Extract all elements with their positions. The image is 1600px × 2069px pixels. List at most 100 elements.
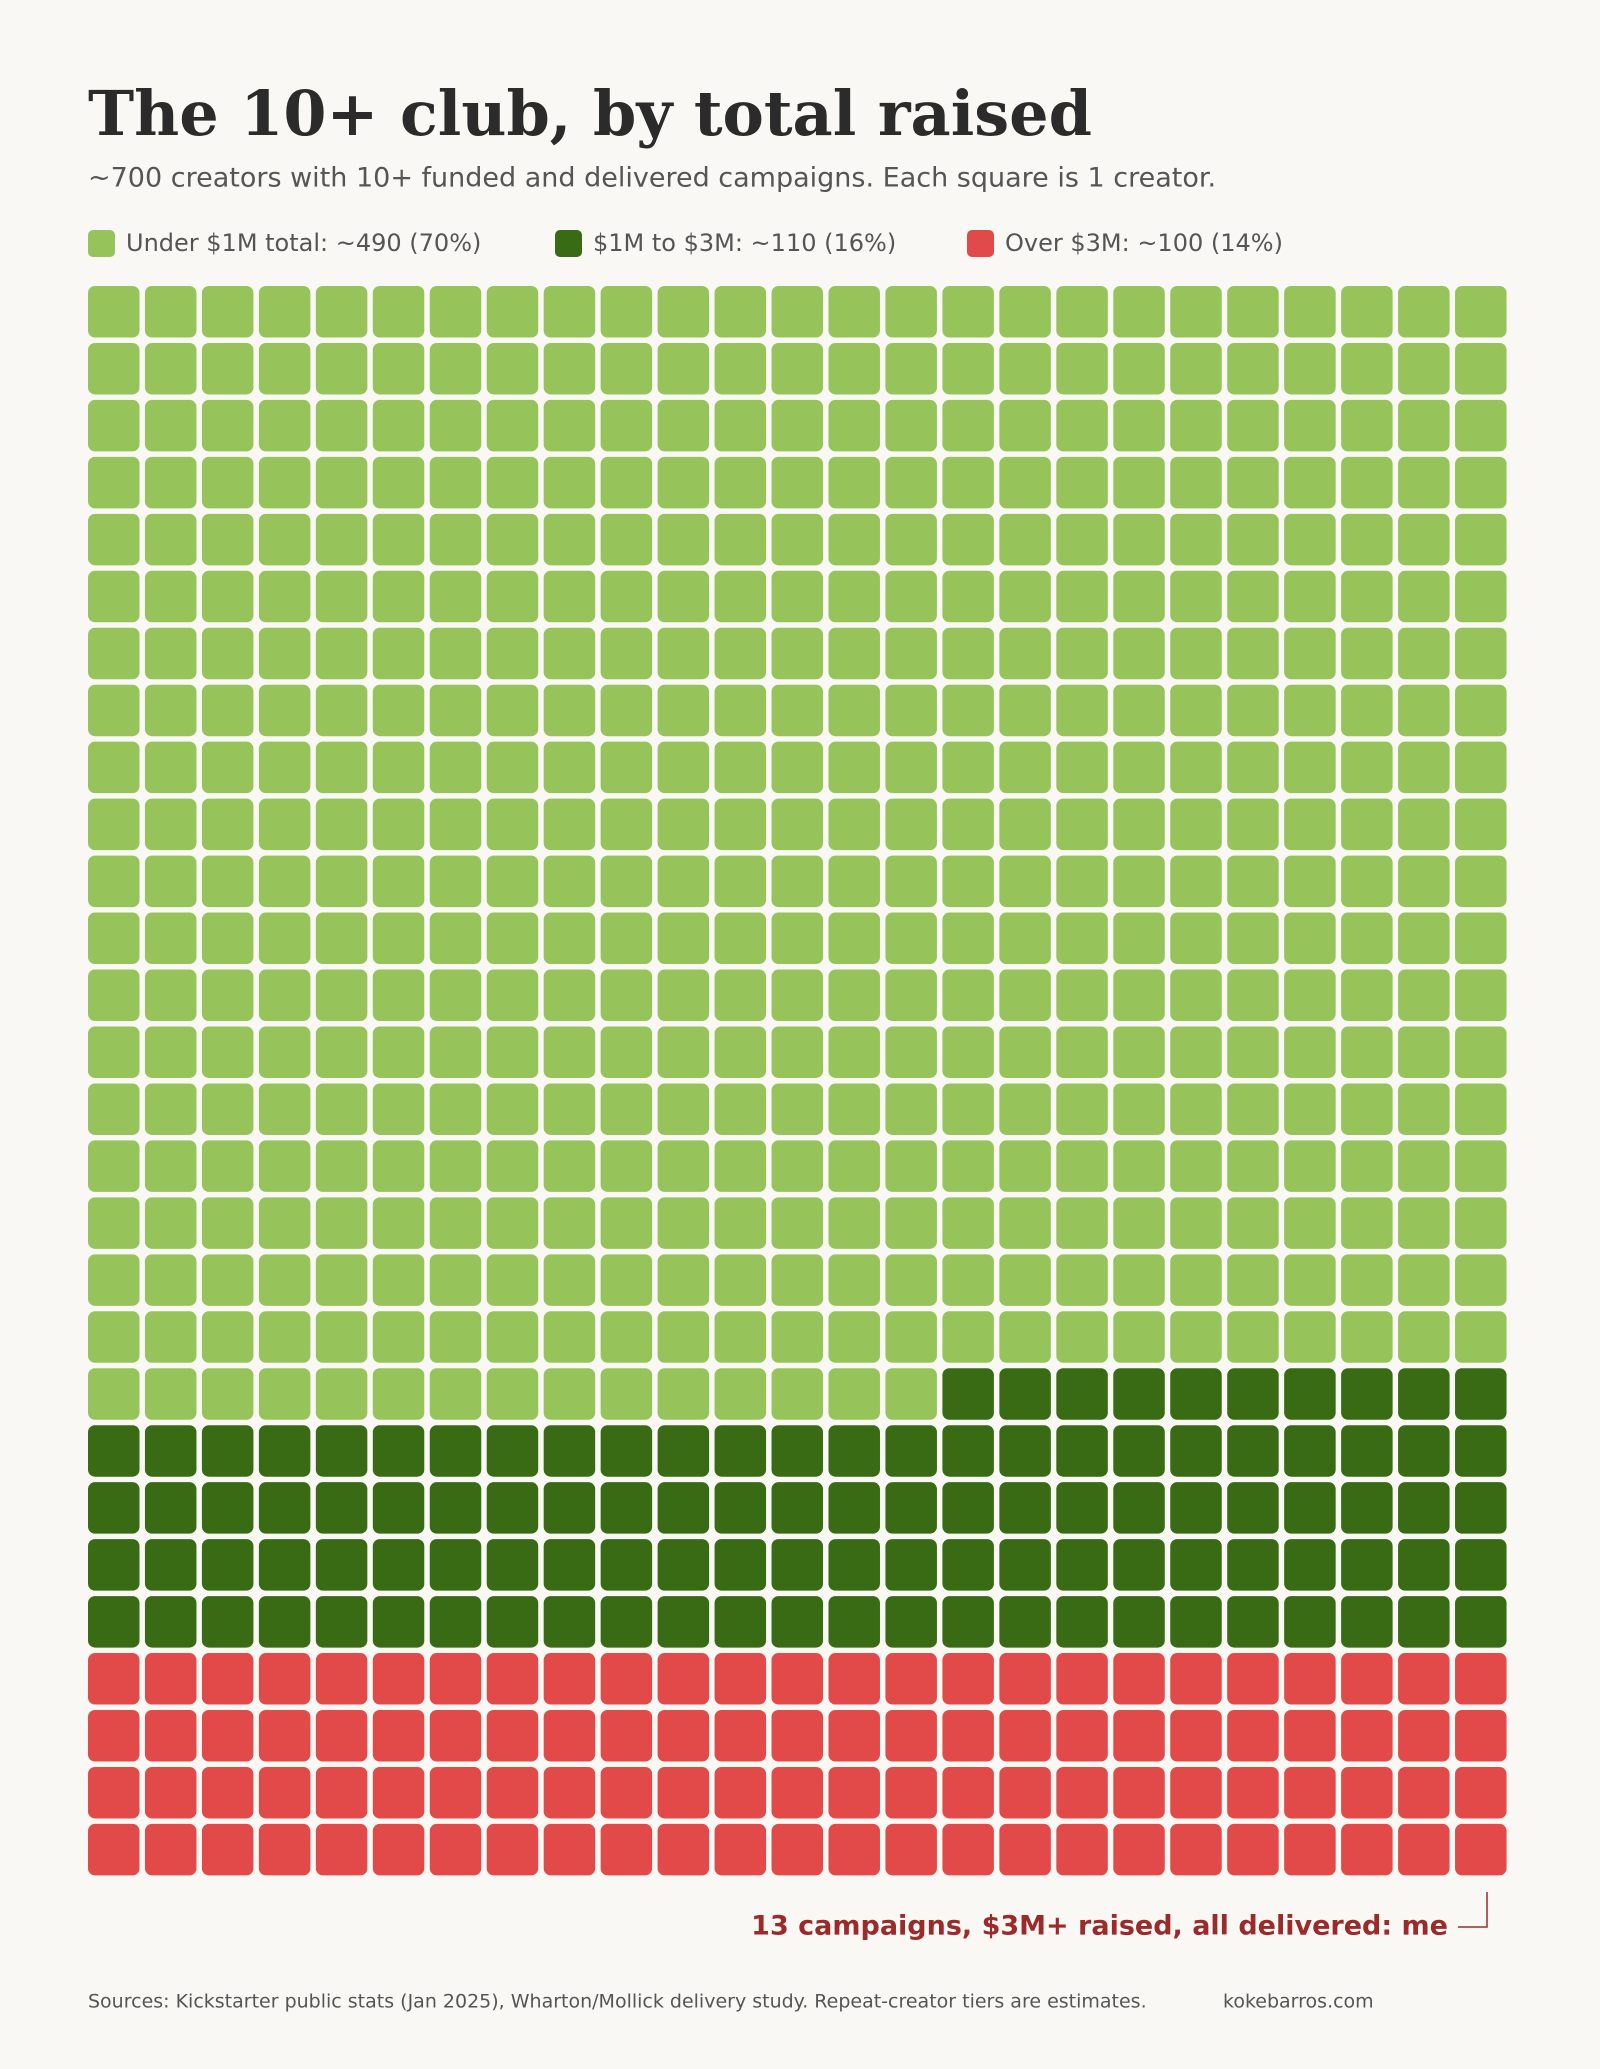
waffle-square: [1398, 1539, 1450, 1591]
waffle-square: [315, 513, 368, 566]
waffle-square: [942, 741, 994, 794]
waffle-square: [201, 570, 254, 623]
waffle-square: [201, 513, 254, 566]
waffle-square: [1170, 456, 1222, 509]
waffle-square: [1398, 969, 1450, 1022]
waffle-square: [885, 627, 937, 680]
waffle-square: [1056, 1140, 1108, 1192]
waffle-square: [600, 627, 653, 680]
waffle-square: [657, 1425, 710, 1477]
waffle-square: [1170, 1140, 1222, 1192]
waffle-square: [999, 684, 1051, 737]
waffle-square: [1455, 1254, 1507, 1306]
waffle-square: [999, 1254, 1051, 1306]
waffle-square: [372, 1197, 425, 1249]
waffle-square: [1341, 1311, 1393, 1363]
waffle-square: [714, 912, 767, 965]
waffle-square: [1341, 969, 1393, 1022]
waffle-square: [88, 342, 140, 395]
waffle-square: [1284, 1425, 1336, 1477]
waffle-square: [543, 969, 596, 1022]
waffle-square: [942, 1026, 994, 1078]
waffle-square: [543, 286, 596, 338]
waffle-square: [600, 1766, 653, 1819]
waffle-square: [1398, 1197, 1450, 1249]
waffle-square: [1455, 1140, 1507, 1192]
waffle-square: [144, 1425, 197, 1477]
waffle-square: [657, 1083, 710, 1135]
waffle-square: [999, 1083, 1051, 1135]
waffle-square: [1284, 798, 1336, 851]
waffle-square: [1056, 570, 1108, 623]
waffle-square: [486, 286, 539, 338]
waffle-square: [1341, 1083, 1393, 1135]
waffle-square: [657, 1482, 710, 1534]
waffle-square: [88, 1254, 140, 1306]
waffle-square: [771, 1539, 824, 1591]
waffle-square: [144, 1197, 197, 1249]
waffle-square: [1056, 1823, 1108, 1876]
waffle-square: [828, 684, 880, 737]
waffle-square: [1398, 286, 1450, 338]
waffle-square: [885, 912, 937, 965]
waffle-square: [1398, 1653, 1450, 1705]
waffle-square: [372, 1026, 425, 1078]
waffle-square: [1398, 1311, 1450, 1363]
legend-label: Under $1M total: ~490 (70%): [126, 229, 481, 257]
waffle-square: [885, 1026, 937, 1078]
waffle-square: [88, 969, 140, 1022]
waffle-square: [828, 1710, 880, 1762]
waffle-square: [828, 1083, 880, 1135]
waffle-square: [258, 342, 311, 395]
waffle-square: [714, 684, 767, 737]
waffle-square: [999, 855, 1051, 908]
waffle-square: [828, 1539, 880, 1591]
waffle-square: [486, 1710, 539, 1762]
waffle-square: [429, 1026, 482, 1078]
waffle-square: [144, 1539, 197, 1591]
waffle-square: [1455, 1083, 1507, 1135]
waffle-square: [600, 1823, 653, 1876]
waffle-square: [315, 1653, 368, 1705]
waffle-square: [1398, 1026, 1450, 1078]
waffle-square: [144, 1482, 197, 1534]
waffle-square: [942, 1596, 994, 1648]
waffle-square: [600, 855, 653, 908]
waffle-square: [1398, 1425, 1450, 1477]
waffle-square: [144, 969, 197, 1022]
waffle-square: [1227, 1083, 1279, 1135]
waffle-square: [1398, 627, 1450, 680]
waffle-square: [1398, 855, 1450, 908]
waffle-square: [885, 1311, 937, 1363]
waffle-square: [1284, 1254, 1336, 1306]
waffle-square: [657, 1823, 710, 1876]
waffle-square: [942, 1539, 994, 1591]
waffle-square: [372, 1311, 425, 1363]
waffle-square: [942, 399, 994, 452]
waffle-square: [315, 798, 368, 851]
waffle-square: [714, 1140, 767, 1192]
waffle-square: [1227, 1653, 1279, 1705]
waffle-square: [1227, 286, 1279, 338]
waffle-square: [1284, 513, 1336, 566]
waffle-square: [486, 912, 539, 965]
waffle-square: [1341, 286, 1393, 338]
waffle-square: [88, 1140, 140, 1192]
waffle-square: [372, 342, 425, 395]
waffle-square: [1398, 1368, 1450, 1420]
waffle-square: [1170, 627, 1222, 680]
waffle-square: [1341, 741, 1393, 794]
waffle-square: [1113, 1766, 1165, 1819]
waffle-square: [144, 1254, 197, 1306]
waffle-square: [942, 1083, 994, 1135]
waffle-square: [315, 1596, 368, 1648]
waffle-square: [1170, 1710, 1222, 1762]
waffle-square: [1284, 1653, 1336, 1705]
waffle-square: [771, 1311, 824, 1363]
waffle-square: [828, 798, 880, 851]
waffle-square: [1341, 342, 1393, 395]
waffle-square: [429, 1823, 482, 1876]
waffle-square: [828, 286, 880, 338]
waffle-square: [828, 1482, 880, 1534]
waffle-square: [714, 399, 767, 452]
